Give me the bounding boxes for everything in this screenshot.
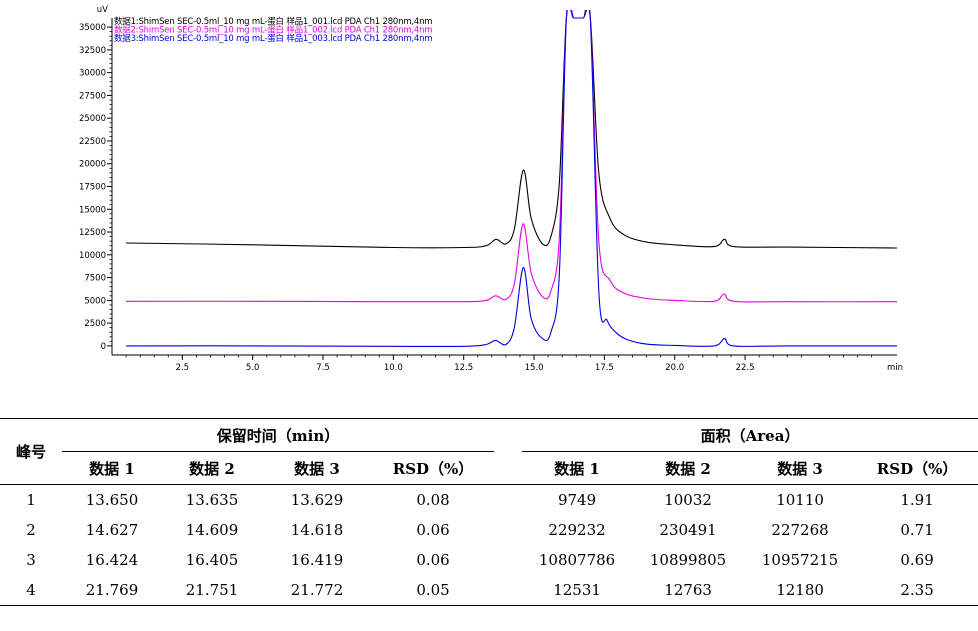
rt-cell: 13.650 (85, 491, 139, 509)
area-cell: 230491 (659, 521, 717, 539)
y-tick-label: 25000 (79, 114, 106, 124)
area-cell: 12763 (632, 575, 745, 606)
rt-sub-header: 数据 1 (62, 451, 162, 485)
area-rsd-cell: 0.71 (900, 521, 934, 539)
y-unit-label: uV (97, 5, 108, 15)
table-row: 1 13.650 13.635 13.629 0.08 9749 10032 1… (0, 485, 978, 516)
y-tick-label: 32500 (79, 46, 106, 56)
peak-no: 4 (0, 575, 62, 606)
rt-cell: 21.769 (62, 575, 162, 606)
results-table: 峰号 保留时间（min） 面积（Area） 数据 1 数据 2 数据 3 RSD… (0, 418, 978, 606)
rt-cell: 14.609 (185, 521, 239, 539)
table-row: 3 16.424 16.405 16.419 0.06 10807786 108… (0, 545, 978, 575)
series-3-trace (126, 10, 897, 348)
rt-sub-header: 数据 3 (262, 451, 372, 485)
y-tick-label: 17500 (79, 183, 106, 193)
rt-cell: 14.627 (85, 521, 139, 539)
legend-entry-2: 数据2:ShimSen SEC-0.5ml_10 mg mL-蛋白 样品1_00… (114, 25, 432, 36)
rt-cell: 14.618 (290, 521, 344, 539)
rt-cell: 16.405 (185, 551, 239, 569)
chart-legend: 数据1:ShimSen SEC-0.5ml_10 mg mL-蛋白 样品1_00… (114, 16, 433, 44)
table-row: 2 14.627 14.609 14.618 0.06 229232 23049… (0, 515, 978, 545)
y-tick-label: 12500 (79, 228, 106, 238)
area-sub-header: 数据 2 (632, 451, 745, 485)
x-tick-label: 15.0 (525, 363, 544, 373)
rt-rsd-cell: 0.08 (416, 491, 450, 509)
area-cell: 227268 (771, 521, 829, 539)
x-tick-label: 10.0 (384, 363, 403, 373)
rt-rsd-cell: 0.05 (372, 575, 495, 606)
x-tick-label: 7.5 (316, 363, 330, 373)
x-tick-label: 2.5 (176, 363, 190, 373)
area-sub-header: 数据 3 (744, 451, 857, 485)
chart-axes: 0 2500 5000 7500 10000 12500 15000 17500 20000 22… (79, 5, 903, 373)
area-cell: 12531 (522, 575, 633, 606)
chromatogram-chart: 0 2500 5000 7500 10000 12500 15000 17500 20000 22… (79, 5, 903, 373)
table-header-row: 峰号 保留时间（min） 面积（Area） (0, 418, 978, 485)
area-cell: 10110 (776, 491, 824, 509)
area-header: 面积（Area） (522, 418, 978, 452)
rt-cell: 16.424 (85, 551, 139, 569)
rt-cell: 16.419 (290, 551, 344, 569)
x-tick-label: 17.5 (595, 363, 614, 373)
retention-time-header: 保留时间（min） (62, 418, 495, 452)
y-tick-label: 35000 (79, 23, 106, 33)
y-tick-label: 0 (101, 342, 106, 352)
rt-rsd-cell: 0.06 (416, 521, 450, 539)
area-cell: 9749 (557, 491, 597, 509)
x-tick-label: 12.5 (454, 363, 473, 373)
area-cell: 10807786 (538, 551, 616, 569)
peak-no-header: 峰号 (0, 418, 62, 485)
series-2-trace (126, 10, 897, 303)
rt-cell: 21.772 (262, 575, 372, 606)
peak-no: 3 (26, 551, 36, 569)
y-tick-label: 2500 (84, 319, 106, 329)
area-cell: 229232 (548, 521, 606, 539)
legend-entry-3: 数据3:ShimSen SEC-0.5ml_10 mg mL-蛋白 样品1_00… (114, 33, 432, 44)
y-tick-label: 30000 (79, 69, 106, 79)
area-rsd-cell: 1.91 (900, 491, 934, 509)
area-rsd-cell: 0.69 (900, 551, 934, 569)
area-sub-header: 数据 1 (522, 451, 633, 485)
y-tick-label: 27500 (79, 91, 106, 101)
y-tick-label: 7500 (84, 274, 106, 284)
rt-rsd-cell: 0.06 (416, 551, 450, 569)
table-row: 4 21.769 21.751 21.772 0.05 12531 12763 … (0, 575, 978, 606)
rt-cell: 13.629 (290, 491, 344, 509)
y-tick-label: 5000 (84, 296, 106, 306)
x-tick-label: 22.5 (736, 363, 755, 373)
table-subheader-row: 数据 1 数据 2 数据 3 RSD（%） 数据 1 数据 2 数据 3 RSD… (0, 451, 978, 485)
area-rsd-cell: 2.35 (856, 575, 978, 606)
y-tick-label: 20000 (79, 160, 106, 170)
y-tick-label: 22500 (79, 137, 106, 147)
x-tick-label: 20.0 (665, 363, 684, 373)
y-tick-label: 15000 (79, 205, 106, 215)
y-tick-label: 10000 (79, 251, 106, 261)
rt-sub-header: 数据 2 (162, 451, 262, 485)
area-sub-header: RSD（%） (856, 451, 978, 485)
peak-no: 2 (26, 521, 36, 539)
x-tick-label: 5.0 (246, 363, 260, 373)
area-cell: 10032 (664, 491, 712, 509)
peak-no: 1 (26, 491, 36, 509)
area-cell: 12180 (744, 575, 857, 606)
chart-traces (126, 10, 897, 348)
area-cell: 10957215 (761, 551, 839, 569)
legend-entry-1: 数据1:ShimSen SEC-0.5ml_10 mg mL-蛋白 样品1_00… (114, 16, 432, 27)
area-cell: 10899805 (649, 551, 727, 569)
rt-cell: 13.635 (185, 491, 239, 509)
rt-sub-header: RSD（%） (372, 451, 495, 485)
x-unit-label: min (887, 363, 903, 373)
rt-cell: 21.751 (162, 575, 262, 606)
